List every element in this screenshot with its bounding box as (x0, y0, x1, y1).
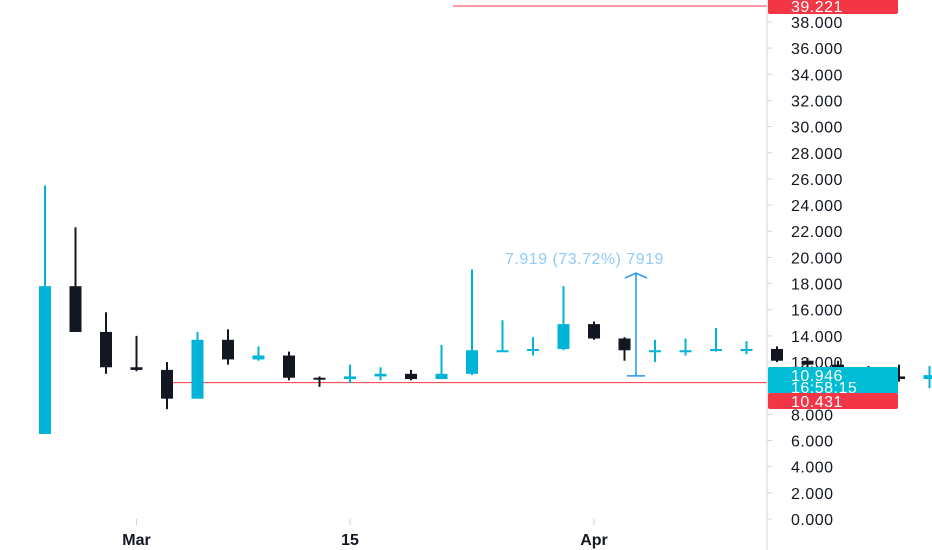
last-price-label: 10.946 (791, 368, 843, 385)
y-tick-label: 26.000 (791, 172, 843, 189)
bar-countdown-label: 16:58:15 (791, 380, 857, 397)
candle-body (923, 375, 932, 380)
y-tick-label: 28.000 (791, 146, 843, 163)
y-tick-label: 18.000 (791, 277, 843, 294)
candle-body (405, 373, 417, 380)
candlestick-series (39, 185, 932, 434)
candle-body (161, 369, 173, 399)
candle-body (649, 350, 661, 353)
x-tick-label: 15 (341, 532, 359, 549)
y-tick-label: 8.000 (791, 407, 834, 424)
hline-price-badge-top (768, 0, 898, 14)
y-tick-label: 34.000 (791, 67, 843, 84)
y-tick-label: 16.000 (791, 303, 843, 320)
candle-body (374, 373, 387, 377)
candle-body (283, 355, 295, 378)
candle-body (130, 367, 143, 370)
candle-body (710, 348, 722, 351)
candle-body (313, 377, 326, 380)
candle-body (893, 376, 905, 380)
candle-body (252, 355, 265, 360)
candle-body (69, 286, 82, 332)
candle-body (588, 324, 600, 339)
last-price-badge (768, 367, 898, 394)
y-tick-label: 20.000 (791, 250, 843, 267)
candle-body (39, 286, 51, 434)
y-tick-label: 2.000 (791, 486, 834, 503)
candle-body (740, 348, 753, 351)
candle-body (496, 350, 509, 353)
measure-label: 7.919 (73.72%) 7919 (505, 251, 664, 268)
price-axis-badges: 39.221 10.946 16:58:15 10.431 (768, 0, 898, 411)
hline-price-badge-bottom (768, 393, 898, 409)
candle-body (771, 348, 783, 361)
measure-arrow-head (624, 272, 648, 279)
candle-body (100, 331, 112, 368)
candle-body (527, 348, 539, 351)
y-tick-label: 32.000 (791, 93, 843, 110)
x-tick-label: Mar (122, 532, 150, 549)
candle-body (618, 338, 631, 351)
hline-price-label-bottom: 10.431 (791, 394, 843, 411)
y-tick-label: 4.000 (791, 460, 834, 477)
candle-body (679, 350, 692, 353)
candle-body (557, 324, 570, 349)
time-axis[interactable]: Mar 15 Apr (122, 519, 608, 549)
y-tick-label: 38.000 (791, 15, 843, 32)
y-tick-label: 30.000 (791, 120, 843, 137)
candle-body (222, 339, 234, 360)
y-tick-label: 22.000 (791, 224, 843, 241)
horizontal-lines[interactable] (165, 5, 767, 384)
y-tick-label: 6.000 (791, 434, 834, 451)
y-tick-label: 24.000 (791, 198, 843, 215)
y-tick-label: 14.000 (791, 329, 843, 346)
candle-body (435, 373, 448, 380)
price-axis[interactable]: 0.0002.0004.0006.0008.00010.00012.00014.… (766, 0, 843, 550)
y-tick-label: 0.000 (791, 512, 834, 529)
price-range-measure[interactable]: 7.919 (73.72%) 7919 (505, 251, 664, 377)
candle-body (344, 376, 356, 380)
hline-price-label-top: 39.221 (791, 0, 843, 16)
candle-body (191, 339, 204, 399)
candle-body (801, 360, 814, 365)
candle-body (466, 350, 478, 374)
y-tick-label: 36.000 (791, 41, 843, 58)
x-tick-label: Apr (580, 532, 608, 549)
